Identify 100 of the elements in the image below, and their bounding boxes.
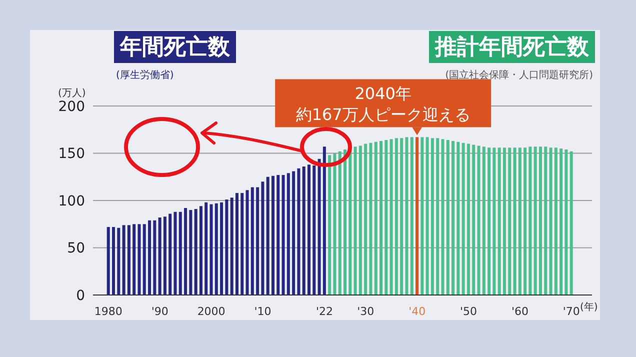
bar [168,214,172,295]
bar [534,146,537,295]
x-tick-label: '30 [357,305,374,318]
bar [549,148,552,295]
y-tick-label: 150 [58,146,85,162]
y-tick-label: 100 [58,193,85,210]
bar [292,171,296,295]
bar [333,153,336,295]
x-tick-label: '50 [460,305,478,318]
bar [544,146,548,295]
bar [318,158,321,295]
y-tick-label: 50 [67,240,85,257]
y-tick-label: 200 [58,98,85,115]
bar [256,187,260,295]
bar [246,190,249,295]
bar [513,148,516,295]
bar [282,174,285,295]
bar [380,140,383,295]
bar [344,149,346,295]
bar [430,138,434,295]
bar [204,202,208,295]
bar [261,182,264,295]
bar [184,208,188,295]
bar [446,140,450,295]
bar [153,220,156,295]
bar [570,151,573,295]
bar [498,148,501,295]
bar [518,148,522,295]
bar [369,142,372,295]
bar [405,137,408,295]
bar [554,148,558,295]
x-tick-label: '10 [254,305,272,318]
bar [502,148,506,295]
bar [358,146,362,295]
bar [488,148,491,295]
bar [266,176,270,295]
x-tick-label: '22 [316,305,334,318]
bar [354,146,357,295]
bar [210,204,213,295]
bar [374,142,378,295]
x-axis-title: (年) [580,301,598,314]
bar [441,139,444,295]
bar [322,146,326,295]
bar [426,137,429,295]
x-tick-label: '90 [151,305,168,318]
bar [220,202,224,295]
bar [194,209,198,295]
bar [420,137,424,295]
bar [477,146,480,295]
bar [240,192,244,295]
x-tick-label: '40 [408,305,426,318]
x-tick-label: 1980 [94,305,122,318]
bar [250,187,254,295]
bar [174,212,177,295]
bar [410,137,414,295]
bar [132,224,136,295]
y-axis-title: (万人) [58,87,86,100]
bar [230,198,234,295]
bar [312,166,316,295]
x-tick-label: '70 [562,305,580,318]
annotation: 2040年 [354,84,412,104]
bar [163,216,166,295]
bar [142,224,146,295]
bar [328,155,332,295]
chart-subtitle: (厚生労働省) [116,68,174,82]
bar [225,200,228,295]
bar [178,212,182,295]
annotation: 約167万人ピーク迎える [296,105,470,124]
bar [436,138,440,295]
bar [364,144,368,295]
bar [524,148,527,295]
bar [462,142,465,295]
bar [148,220,152,295]
bar [384,140,388,295]
y-tick-label: 0 [76,288,85,304]
bar [452,140,455,295]
bar [394,138,398,295]
chart-title: 年間死亡数 [114,31,236,63]
bar [271,176,274,295]
bar [106,226,110,295]
bar [492,148,496,295]
bar [138,224,141,295]
bar [189,210,192,295]
bar [472,144,476,295]
text: (国立社会保障・人口問題研究所) [445,68,593,82]
bar [158,218,162,295]
bar [338,151,342,295]
x-tick-label: 2000 [197,305,226,318]
bar [400,138,404,295]
bar [560,148,563,295]
bar [508,148,512,295]
bar [122,225,126,295]
bar [466,144,470,295]
bar [297,168,300,295]
bar [456,142,460,295]
bar [112,226,116,295]
bar [286,173,290,295]
bar [538,146,542,295]
bar [307,164,310,295]
bar [302,166,306,295]
